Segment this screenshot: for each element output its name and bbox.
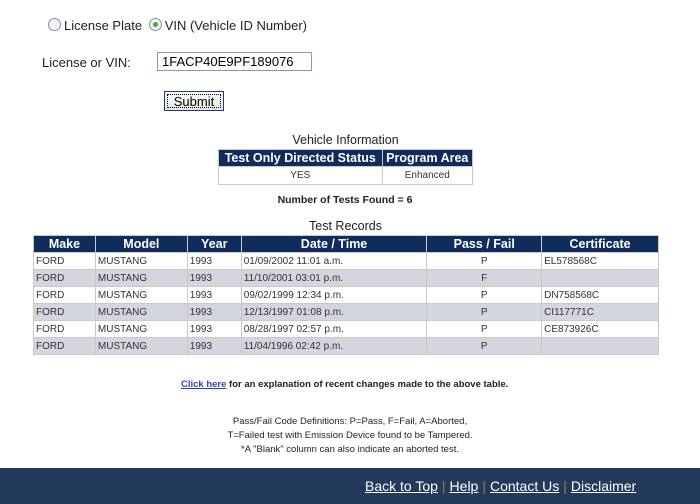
header-program-area: Program Area bbox=[381, 149, 474, 167]
table-cell: EL578568C bbox=[541, 252, 659, 270]
table-cell: FORD bbox=[33, 286, 96, 304]
radio-icon[interactable] bbox=[48, 18, 61, 31]
table-cell: 1993 bbox=[186, 337, 242, 355]
help-link[interactable]: Help bbox=[449, 478, 479, 494]
table-row: FORD MUSTANG 1993 12/13/1997 01:08 p.m. P CI1… bbox=[33, 303, 659, 321]
radio-selected-icon[interactable] bbox=[148, 18, 162, 31]
table-cell: MUSTANG bbox=[94, 303, 188, 321]
explanation-note: Click here for an explanation of recent … bbox=[181, 379, 509, 390]
table-cell: FORD bbox=[33, 252, 96, 270]
table-cell: 12/13/1997 01:08 p.m. bbox=[240, 303, 428, 321]
table-cell: 1993 bbox=[186, 303, 242, 321]
table-cell: FORD bbox=[33, 303, 96, 321]
column-header: Year bbox=[186, 235, 242, 253]
license-vin-input[interactable] bbox=[157, 52, 312, 71]
vehicle-info-table: Test Only Directed Status Program Area YE… bbox=[218, 149, 474, 185]
radio-vin[interactable]: VIN (Vehicle ID Number) bbox=[148, 18, 307, 33]
test-only-status-value: YES bbox=[218, 166, 383, 185]
tests-found-count: Number of Tests Found = 6 bbox=[277, 194, 413, 206]
table-cell: CI117771C bbox=[541, 303, 659, 321]
table-cell: DN758568C bbox=[541, 286, 659, 304]
table-cell: 1993 bbox=[186, 269, 242, 287]
table-cell: P bbox=[426, 303, 543, 321]
table-row: FORD MUSTANG 1993 08/28/1997 02:57 p.m. P CE8… bbox=[33, 320, 659, 338]
table-cell: MUSTANG bbox=[94, 320, 188, 338]
table-cell: MUSTANG bbox=[94, 269, 188, 287]
table-cell: F bbox=[426, 269, 543, 287]
table-cell: FORD bbox=[33, 337, 96, 355]
table-cell: 1993 bbox=[186, 252, 242, 270]
submit-button[interactable]: Submit bbox=[164, 91, 224, 111]
footer: Back to Top | Help | Contact Us | Disclaimer bbox=[0, 468, 700, 504]
table-cell: P bbox=[426, 337, 543, 355]
table-cell: 1993 bbox=[186, 286, 242, 304]
table-row: FORD MUSTANG 1993 11/04/1996 02:42 p.m. P bbox=[33, 337, 659, 355]
column-header: Make bbox=[33, 235, 96, 253]
table-row: FORD MUSTANG 1993 01/09/2002 11:01 a.m. P EL5… bbox=[33, 252, 659, 270]
table-cell: FORD bbox=[33, 320, 96, 338]
table-cell: 01/09/2002 11:01 a.m. bbox=[240, 252, 428, 270]
table-cell: 09/02/1999 12:34 p.m. bbox=[240, 286, 428, 304]
footer-links: Back to Top | Help | Contact Us | Disclaimer bbox=[365, 478, 637, 494]
table-cell: 11/10/2001 03:01 p.m. bbox=[240, 269, 428, 287]
search-type-radio-group: License Plate VIN (Vehicle ID Number) bbox=[48, 18, 307, 33]
header-test-only-status: Test Only Directed Status bbox=[218, 149, 383, 167]
table-row: FORD MUSTANG 1993 11/10/2001 03:01 p.m. F bbox=[33, 269, 659, 287]
pass-fail-definitions: Pass/Fail Code Definitions: P=Pass, F=Fa… bbox=[227, 416, 473, 455]
vin-field-label: License or VIN: bbox=[42, 55, 131, 70]
test-records-title: Test Records bbox=[309, 219, 382, 233]
radio-license-plate[interactable]: License Plate bbox=[48, 18, 142, 33]
program-area-value: Enhanced bbox=[381, 166, 474, 185]
test-records-table: Make Model Year Date / Time Pass / Fail Certi… bbox=[33, 235, 659, 355]
back-to-top-link[interactable]: Back to Top bbox=[365, 478, 438, 494]
table-cell: 08/28/1997 02:57 p.m. bbox=[240, 320, 428, 338]
table-row: FORD MUSTANG 1993 09/02/1999 12:34 p.m. P DN7… bbox=[33, 286, 659, 304]
column-header: Certificate bbox=[541, 235, 659, 253]
table-cell: P bbox=[426, 320, 543, 338]
vehicle-info-title: Vehicle Information bbox=[292, 133, 399, 147]
table-cell: P bbox=[426, 252, 543, 270]
table-cell: 11/04/1996 02:42 p.m. bbox=[240, 337, 428, 355]
table-cell: MUSTANG bbox=[94, 252, 188, 270]
disclaimer-link[interactable]: Disclaimer bbox=[570, 478, 637, 494]
table-cell: 1993 bbox=[186, 320, 242, 338]
table-cell: P bbox=[426, 286, 543, 304]
column-header: Date / Time bbox=[240, 235, 428, 253]
column-header: Model bbox=[94, 235, 188, 253]
table-cell: CE873926C bbox=[541, 320, 659, 338]
contact-us-link[interactable]: Contact Us bbox=[489, 478, 560, 494]
table-cell: MUSTANG bbox=[94, 337, 188, 355]
table-cell bbox=[541, 269, 659, 287]
click-here-link[interactable]: Click here bbox=[181, 379, 227, 390]
table-cell: FORD bbox=[33, 269, 96, 287]
table-cell bbox=[541, 337, 659, 355]
column-header: Pass / Fail bbox=[426, 235, 543, 253]
table-cell: MUSTANG bbox=[94, 286, 188, 304]
